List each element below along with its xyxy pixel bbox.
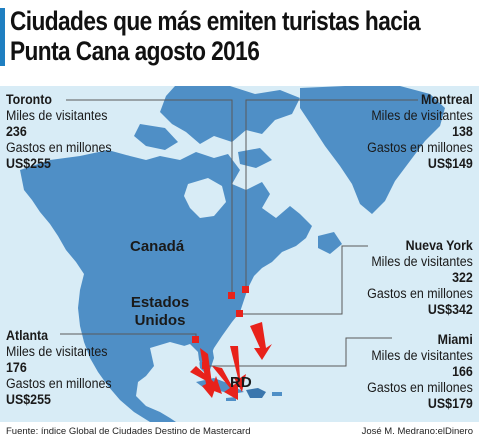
visitors-value-toronto: 236 xyxy=(6,124,27,139)
visitors-value-montreal: 138 xyxy=(452,124,473,139)
puerto-rico-island xyxy=(272,392,282,396)
visitors-value-atlanta: 176 xyxy=(6,360,27,375)
arctic-islands xyxy=(134,86,300,168)
arrow-from-montreal xyxy=(190,366,222,394)
spend-value-montreal: US$149 xyxy=(428,156,473,171)
city-name-toronto: Toronto xyxy=(6,92,52,107)
city-name-atlanta: Atlanta xyxy=(6,328,49,343)
spend-label-toronto: Gastos en millones xyxy=(6,140,112,155)
city-info-montreal: Montreal Miles de visitantes 138 Gastos … xyxy=(367,92,473,172)
greenland-landmass xyxy=(300,86,445,214)
leader-line-nuevayork xyxy=(240,245,368,315)
country-label-canada: Canadá xyxy=(130,238,185,255)
gulf-of-mexico xyxy=(150,342,200,376)
title-line-2: Punta Cana agosto 2016 xyxy=(10,36,260,66)
city-info-miami: Miami Miles de visitantes 166 Gastos en … xyxy=(367,332,473,412)
map-area: Canadá Estados Unidos RD xyxy=(0,86,479,422)
visitors-label-montreal: Miles de visitantes xyxy=(371,108,473,123)
title-line-1: Ciudades que más emiten turistas hacia xyxy=(10,6,421,36)
leader-line-montreal xyxy=(245,99,418,290)
visitors-label-miami: Miles de visitantes xyxy=(371,348,473,363)
visitors-value-miami: 166 xyxy=(452,364,473,379)
title-bar: Ciudades que más emiten turistas hacia P… xyxy=(0,0,479,80)
marker-toronto xyxy=(228,292,235,299)
marker-montreal xyxy=(242,286,249,293)
visitors-label-nuevayork: Miles de visitantes xyxy=(371,254,473,269)
country-label-usa: Estados Unidos xyxy=(130,294,190,329)
leader-lines xyxy=(60,99,418,367)
spend-label-montreal: Gastos en millones xyxy=(367,140,473,155)
city-name-montreal: Montreal xyxy=(421,92,473,107)
footer-source: Fuente: índice Global de Ciudades Destin… xyxy=(6,426,251,437)
hudson-bay xyxy=(184,178,226,218)
spend-value-atlanta: US$255 xyxy=(6,392,51,407)
marker-atlanta xyxy=(192,336,199,343)
city-info-atlanta: Atlanta Miles de visitantes 176 Gastos e… xyxy=(6,328,112,408)
city-name-miami: Miami xyxy=(437,332,473,347)
spend-value-nuevayork: US$342 xyxy=(428,302,473,317)
title-accent-bar xyxy=(0,8,5,66)
visitors-label-toronto: Miles de visitantes xyxy=(6,108,108,123)
arrow-from-toronto xyxy=(230,346,246,392)
leader-line-miami xyxy=(206,337,392,367)
map-svg xyxy=(0,86,479,422)
newfoundland-island xyxy=(318,232,342,254)
footer-credit: José M. Medrano:elDinero xyxy=(361,426,473,437)
page-title: Ciudades que más emiten turistas hacia P… xyxy=(10,6,421,66)
visitors-label-atlanta: Miles de visitantes xyxy=(6,344,108,359)
marker-nuevayork xyxy=(236,310,243,317)
footer: Fuente: índice Global de Ciudades Destin… xyxy=(0,424,479,440)
country-label-rd: RD xyxy=(230,374,252,391)
arrow-from-miami xyxy=(212,366,238,400)
spend-value-miami: US$179 xyxy=(428,396,473,411)
jamaica-island xyxy=(226,397,236,401)
city-name-nuevayork: Nueva York xyxy=(405,238,473,253)
arrow-from-nuevayork xyxy=(250,322,272,360)
north-america-landmass xyxy=(20,150,312,422)
leader-line-toronto xyxy=(66,99,233,296)
spend-label-miami: Gastos en millones xyxy=(367,380,473,395)
city-markers xyxy=(192,286,249,369)
hispaniola-island xyxy=(246,388,266,398)
spend-label-nuevayork: Gastos en millones xyxy=(367,286,473,301)
flow-arrows xyxy=(190,322,272,400)
marker-miami xyxy=(202,362,209,369)
city-info-toronto: Toronto Miles de visitantes 236 Gastos e… xyxy=(6,92,112,172)
spend-value-toronto: US$255 xyxy=(6,156,51,171)
city-info-nuevayork: Nueva York Miles de visitantes 322 Gasto… xyxy=(367,238,473,318)
spend-label-atlanta: Gastos en millones xyxy=(6,376,112,391)
visitors-value-nuevayork: 322 xyxy=(452,270,473,285)
